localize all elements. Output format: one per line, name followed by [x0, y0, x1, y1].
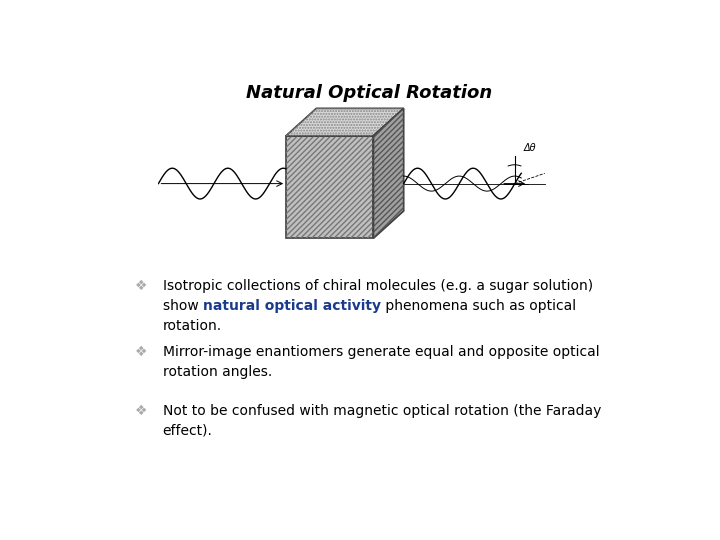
Text: natural optical activity: natural optical activity — [202, 299, 381, 313]
Text: Isotropic collections of chiral molecules (e.g. a sugar solution): Isotropic collections of chiral molecule… — [163, 279, 593, 293]
Text: ❖: ❖ — [135, 279, 147, 293]
Text: show: show — [163, 299, 202, 313]
Text: Natural Optical Rotation: Natural Optical Rotation — [246, 84, 492, 102]
Text: Δθ: Δθ — [523, 143, 536, 153]
Text: ❖: ❖ — [135, 404, 147, 417]
Text: phenomena such as optical: phenomena such as optical — [381, 299, 576, 313]
Polygon shape — [374, 109, 404, 238]
Text: ❖: ❖ — [135, 346, 147, 360]
Text: effect).: effect). — [163, 424, 212, 437]
Text: rotation.: rotation. — [163, 319, 222, 333]
Text: rotation angles.: rotation angles. — [163, 366, 271, 380]
Polygon shape — [286, 109, 404, 136]
Polygon shape — [286, 136, 374, 238]
Text: Mirror-image enantiomers generate equal and opposite optical: Mirror-image enantiomers generate equal … — [163, 346, 599, 360]
Text: Not to be confused with magnetic optical rotation (the Faraday: Not to be confused with magnetic optical… — [163, 404, 601, 417]
